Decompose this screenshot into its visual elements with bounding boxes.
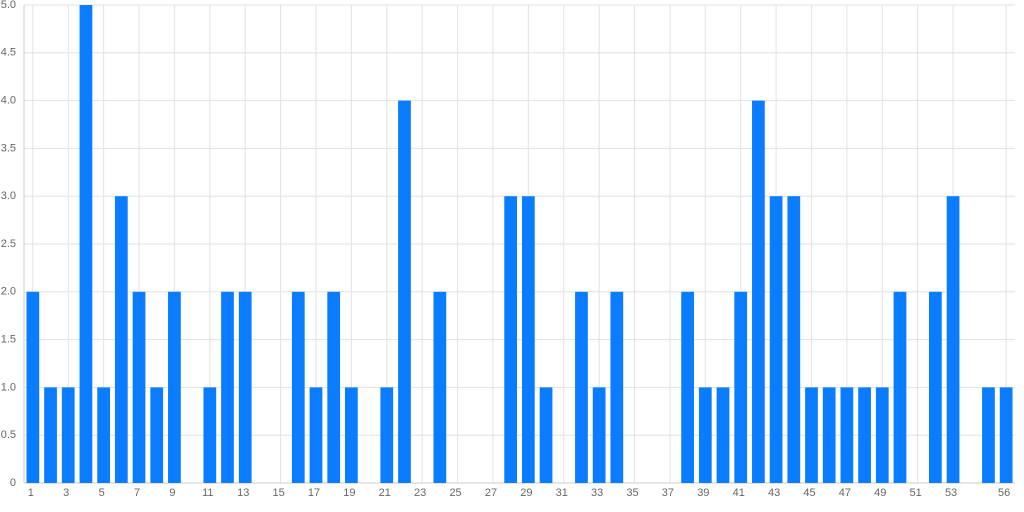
- bar: [26, 291, 40, 483]
- x-tick-label: 17: [308, 487, 320, 499]
- bar: [132, 291, 146, 483]
- x-tick-label: 35: [626, 487, 638, 499]
- x-tick-label: 11: [202, 487, 213, 499]
- bar: [805, 387, 818, 483]
- bar: [79, 5, 93, 483]
- x-tick-label: 15: [272, 487, 284, 499]
- bar: [575, 291, 588, 483]
- bar: [946, 196, 960, 483]
- x-tick-label: 43: [768, 487, 780, 499]
- bar: [61, 387, 75, 483]
- x-tick-label: 25: [449, 487, 461, 499]
- x-tick-label: 9: [169, 487, 175, 499]
- x-tick-label: 51: [910, 487, 922, 499]
- x-tick-label: 27: [485, 487, 497, 499]
- bar: [734, 291, 748, 483]
- bar: [345, 387, 358, 483]
- bar: [982, 387, 995, 483]
- y-tick-label: 0: [10, 477, 16, 489]
- bar: [238, 291, 252, 483]
- x-tick-label: 39: [697, 487, 709, 499]
- bar: [521, 196, 535, 483]
- x-tick-label: 49: [874, 487, 886, 499]
- x-tick-label: 41: [733, 487, 745, 499]
- bar: [380, 387, 394, 483]
- bar: [150, 387, 164, 483]
- bar: [504, 196, 518, 483]
- x-tick-label: 47: [839, 487, 851, 499]
- bar: [698, 387, 712, 483]
- x-tick-label: 33: [591, 487, 603, 499]
- x-tick-label: 5: [99, 487, 105, 499]
- bar: [822, 387, 836, 483]
- bar: [681, 291, 694, 483]
- bar: [787, 196, 801, 483]
- bar: [291, 291, 305, 483]
- bar: [875, 387, 889, 483]
- bar: [309, 387, 323, 483]
- bar: [221, 291, 234, 483]
- bar: [769, 196, 783, 483]
- bar: [398, 100, 411, 483]
- x-tick-label: 3: [63, 487, 69, 499]
- y-tick-label: 2.0: [1, 286, 16, 298]
- bar: [44, 387, 57, 483]
- bar: [168, 291, 181, 483]
- x-tick-label: 53: [945, 487, 957, 499]
- bar: [752, 100, 765, 483]
- x-tick-label: 7: [134, 487, 140, 499]
- bar: [893, 291, 907, 483]
- bar: [114, 196, 128, 483]
- bar: [716, 387, 730, 483]
- x-tick-label: 56: [998, 487, 1010, 499]
- bar: [203, 387, 217, 483]
- y-tick-label: 4.0: [1, 95, 16, 107]
- x-tick-label: 29: [520, 487, 532, 499]
- bar: [840, 387, 854, 483]
- y-tick-label: 3.5: [1, 142, 16, 154]
- x-tick-label: 37: [662, 487, 674, 499]
- x-tick-label: 1: [28, 487, 34, 499]
- bar: [97, 387, 111, 483]
- y-tick-label: 1.5: [1, 334, 16, 346]
- bar: [858, 387, 871, 483]
- x-tick-label: 45: [803, 487, 815, 499]
- y-tick-label: 2.5: [1, 238, 16, 250]
- y-tick-label: 3.0: [1, 190, 16, 202]
- x-tick-label: 31: [556, 487, 568, 499]
- x-tick-label: 23: [414, 487, 426, 499]
- bar: [327, 291, 341, 483]
- x-tick-label: 13: [237, 487, 249, 499]
- bar: [999, 387, 1013, 483]
- y-tick-label: 1.0: [1, 381, 16, 393]
- y-tick-label: 0.5: [1, 429, 16, 441]
- x-tick-label: 19: [343, 487, 355, 499]
- y-tick-label: 5.0: [1, 0, 16, 11]
- bar: [539, 387, 553, 483]
- bar: [433, 291, 447, 483]
- bar: [928, 291, 942, 483]
- y-tick-label: 4.5: [1, 47, 16, 59]
- bar: [592, 387, 606, 483]
- bar: [610, 291, 624, 483]
- x-tick-label: 21: [379, 487, 391, 499]
